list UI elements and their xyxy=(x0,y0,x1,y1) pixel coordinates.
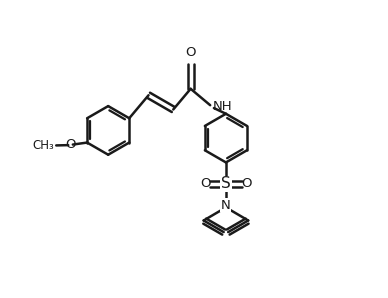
Text: NH: NH xyxy=(213,100,232,113)
Text: CH₃: CH₃ xyxy=(33,139,54,152)
Text: O: O xyxy=(242,177,252,190)
Text: S: S xyxy=(221,176,231,191)
Text: O: O xyxy=(185,46,196,59)
Text: O: O xyxy=(200,177,210,190)
Text: O: O xyxy=(65,138,76,151)
Text: N: N xyxy=(221,199,231,212)
